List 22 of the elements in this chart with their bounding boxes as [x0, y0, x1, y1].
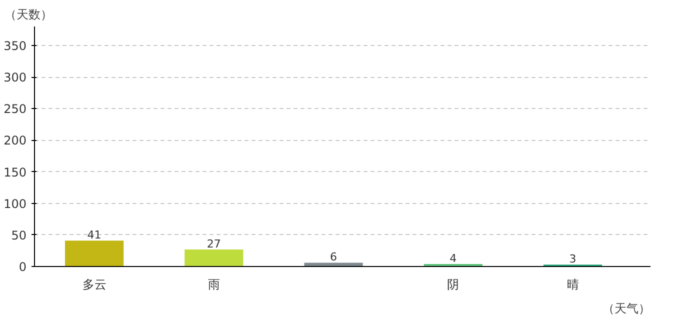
y-axis-title: （天数）: [4, 8, 52, 22]
x-tick-label: 多云: [82, 278, 106, 292]
data-label: 3: [569, 252, 576, 266]
data-label: 6: [330, 250, 338, 264]
y-tick-label: 250: [4, 102, 26, 116]
y-tick-label: 350: [4, 38, 26, 53]
bar: [184, 249, 244, 266]
data-label: 27: [206, 237, 221, 250]
x-axis-title: （天气）: [602, 302, 650, 316]
y-tick-label: 0: [18, 260, 27, 274]
bar: [304, 262, 363, 266]
data-label: 41: [87, 228, 102, 242]
x-tick-label: 雨: [208, 278, 220, 292]
y-tick-label: 100: [4, 196, 26, 211]
data-label: 4: [450, 252, 457, 265]
y-tick-label: 300: [4, 70, 26, 85]
bar: [65, 240, 124, 266]
y-tick-label: 50: [11, 228, 27, 242]
y-tick-label: 200: [4, 134, 26, 148]
y-tick-label: 150: [4, 165, 26, 180]
x-tick-label: 阴: [447, 278, 460, 292]
x-tick-label: 晴: [566, 278, 579, 292]
